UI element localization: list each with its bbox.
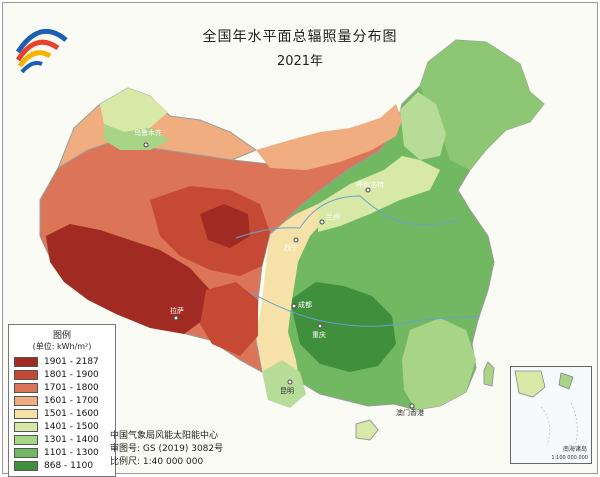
map-credits: 中国气象局风能太阳能中心 审图号: GS (2019) 3082号 比例尺: 1… (110, 430, 223, 469)
region-hainan (355, 419, 379, 441)
map-legend: 图例 (单位: kWh/m²) 1901 - 2187 1801 - 1900 17… (8, 324, 116, 477)
south-china-sea-inset: 南海诸岛 1:100 000 000 (510, 366, 592, 464)
region-yunnan (262, 360, 306, 408)
region-north-band (318, 156, 440, 232)
legend-row: 1601 - 1700 (14, 394, 110, 407)
legend-swatch (14, 382, 38, 393)
city-label-chengdu: 成都 (298, 301, 312, 309)
map-title: 全国年水平面总辐照量分布图 (202, 29, 398, 45)
region-junggar (104, 124, 170, 150)
legend-swatch (14, 447, 38, 458)
region-altai (100, 88, 168, 132)
legend-range-label: 1701 - 1800 (44, 382, 99, 393)
legend-row: 1801 - 1900 (14, 368, 110, 381)
legend-range-label: 868 - 1100 (44, 460, 94, 471)
legend-row: 1401 - 1500 (14, 420, 110, 433)
legend-row: 1101 - 1300 (14, 446, 110, 459)
inset-name: 南海诸岛 (562, 446, 587, 453)
region-sichuan-basin (290, 282, 396, 372)
yellow-river (235, 195, 461, 239)
city-label-lanzhou: 兰州 (326, 213, 340, 221)
city-label-chongqing: 重庆 (312, 331, 326, 339)
yangtze-river (249, 291, 481, 327)
inset-map (514, 370, 578, 448)
credit-scale: 比例尺: 1:40 000 000 (110, 457, 204, 467)
legend-swatch (14, 395, 38, 406)
legend-row: 1301 - 1400 (14, 433, 110, 446)
legend-range-label: 1601 - 1700 (44, 395, 99, 406)
region-southeast-coast (402, 318, 476, 410)
legend-range-label: 1301 - 1400 (44, 434, 99, 445)
map-title-block: 全国年水平面总辐照量分布图 2021年 (0, 26, 600, 69)
legend-title: 图例 (52, 331, 71, 341)
credit-approval-number: 审图号: GS (2019) 3082号 (110, 444, 224, 454)
city-label-hohhot: 呼和浩特 (356, 181, 384, 189)
region-transition-band (256, 204, 330, 392)
region-northeast (420, 40, 544, 170)
legend-swatch (14, 421, 38, 432)
legend-swatch (14, 460, 38, 471)
city-label-hongkong: 澳门香港 (396, 409, 424, 417)
credit-organization: 中国气象局风能太阳能中心 (110, 431, 219, 441)
legend-range-label: 1501 - 1600 (44, 408, 99, 419)
legend-swatch (14, 434, 38, 445)
legend-range-label: 1901 - 2187 (44, 356, 99, 367)
legend-swatch (14, 356, 38, 367)
region-northeast-light (400, 92, 446, 160)
legend-swatch (14, 369, 38, 380)
region-tibet-east (200, 282, 258, 356)
legend-row: 1901 - 2187 (14, 355, 110, 368)
map-year: 2021年 (276, 54, 324, 69)
legend-swatch (14, 408, 38, 419)
city-label-urumqi: 乌鲁木齐 (134, 129, 162, 137)
inset-scale: 1:100 000 000 (551, 455, 588, 461)
legend-unit: (单位: kWh/m²) (32, 342, 92, 351)
legend-row: 1501 - 1600 (14, 407, 110, 420)
cma-logo (15, 29, 68, 74)
legend-range-label: 1401 - 1500 (44, 421, 99, 432)
city-label-lhasa: 拉萨 (170, 307, 184, 315)
legend-row: 868 - 1100 (14, 459, 110, 472)
region-inner-mongolia (256, 104, 402, 170)
legend-row: 1701 - 1800 (14, 381, 110, 394)
region-taiwan (483, 361, 495, 387)
legend-range-label: 1101 - 1300 (44, 447, 99, 458)
region-tibet (46, 224, 210, 334)
city-label-kunming: 昆明 (280, 387, 294, 395)
legend-range-label: 1801 - 1900 (44, 369, 99, 380)
city-label-xining: 西宁 (284, 244, 298, 252)
